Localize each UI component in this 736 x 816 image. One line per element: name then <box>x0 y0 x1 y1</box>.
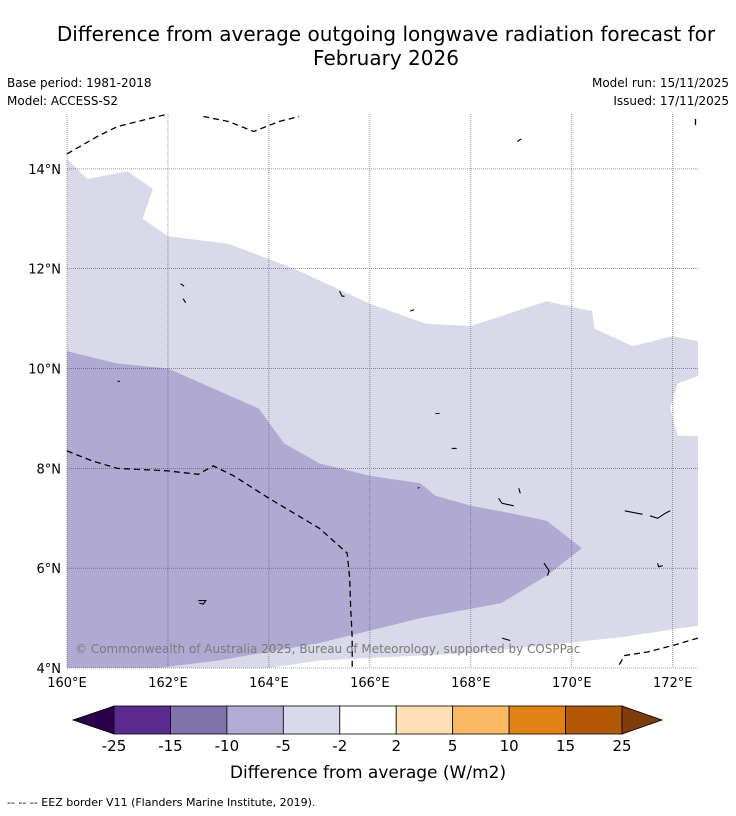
copyright-notice: © Commonwealth of Australia 2025, Bureau… <box>75 642 580 656</box>
lat-tick-label: 6°N <box>37 562 62 577</box>
lat-tick-label: 12°N <box>28 263 61 278</box>
eez-legend-note: -- -- -- EEZ border V11 (Flanders Marine… <box>7 796 316 809</box>
island-coastline <box>117 380 121 383</box>
island-coastline <box>498 497 514 507</box>
eez-borders <box>66 113 699 669</box>
base-period: Base period: 1981-2018 <box>7 76 152 90</box>
lat-tick-label: 10°N <box>28 363 61 378</box>
colorbar-tick-label: 10 <box>500 737 519 755</box>
island-coastline <box>657 563 663 568</box>
island-coastline <box>624 510 643 515</box>
colorbar-swatch <box>226 705 284 735</box>
colorbar-tick-label: 2 <box>391 737 401 755</box>
colorbar-extend-low <box>71 705 115 735</box>
island-coastline <box>410 309 415 312</box>
island-coastline <box>339 290 345 297</box>
model-run: Model run: 15/11/2025 <box>591 76 729 90</box>
lon-tick-label: 172°E <box>653 676 693 691</box>
colorbar-swatch <box>113 705 171 735</box>
region-anomaly-minus10-to-minus5 <box>67 351 582 668</box>
island-coastline <box>649 510 671 519</box>
colorbar-tick-label: -25 <box>102 737 127 755</box>
colorbar-swatch <box>395 705 454 735</box>
island-coastline <box>180 283 185 287</box>
anomaly-regions <box>67 158 698 668</box>
lat-tick-label: 4°N <box>37 662 62 677</box>
lon-tick-label: 162°E <box>148 676 188 691</box>
colorbar-tick-label: 25 <box>612 737 631 755</box>
colorbar-swatch <box>282 705 341 735</box>
eez-border-line <box>66 450 353 668</box>
island-coastline <box>182 298 187 303</box>
colorbar-tick-label: 15 <box>556 737 575 755</box>
meta-left: Base period: 1981-2018 Model: ACCESS-S2 <box>7 74 152 110</box>
island-coastline <box>417 486 420 489</box>
model-name: Model: ACCESS-S2 <box>7 94 119 108</box>
colorbar-swatch <box>452 705 510 735</box>
island-coastline <box>543 562 550 576</box>
eez-border-line <box>203 115 300 133</box>
graticule <box>66 114 698 669</box>
colorbar-swatch <box>565 705 623 735</box>
colorbar-tick-label: -15 <box>158 737 183 755</box>
colorbar-tick-label: -10 <box>215 737 240 755</box>
lon-tick-label: 170°E <box>552 676 592 691</box>
issued-date: Issued: 17/11/2025 <box>613 94 729 108</box>
map-figure: © Commonwealth of Australia 2025, Bureau… <box>28 113 699 783</box>
chart-title: Difference from average outgoing longwav… <box>0 22 736 70</box>
colorbar-tick-label: 5 <box>448 737 458 755</box>
eez-border-line <box>66 113 169 155</box>
colorbar-title: Difference from average (W/m2) <box>230 763 506 783</box>
lat-tick-label: 14°N <box>28 163 61 178</box>
meta-right: Model run: 15/11/2025 Issued: 17/11/2025 <box>592 74 729 110</box>
lon-tick-label: 160°E <box>47 676 87 691</box>
colorbar-swatch <box>508 705 566 735</box>
island-coastline <box>198 600 207 605</box>
lon-tick-label: 164°E <box>249 676 289 691</box>
island-coastline <box>501 637 511 642</box>
map-axes: 160°E 162°E 164°E 166°E 168°E 170°E 172°E 4°N 6°… <box>28 163 692 691</box>
islands <box>117 138 671 642</box>
eez-border-line <box>616 637 699 669</box>
colorbar-tick-label: -2 <box>332 737 347 755</box>
chart-title-line2: February 2026 <box>313 46 459 70</box>
lon-tick-label: 168°E <box>451 676 491 691</box>
colorbar-tick-label: -5 <box>276 737 291 755</box>
lat-tick-label: 8°N <box>37 462 62 477</box>
island-coastline <box>518 488 521 494</box>
chart-title-line1: Difference from average outgoing longwav… <box>56 22 716 46</box>
colorbar-swatch <box>170 705 228 735</box>
colorbar-extend-high <box>621 705 664 735</box>
colorbar-swatch <box>339 705 397 735</box>
island-coastline <box>517 138 522 142</box>
lon-tick-label: 166°E <box>350 676 390 691</box>
